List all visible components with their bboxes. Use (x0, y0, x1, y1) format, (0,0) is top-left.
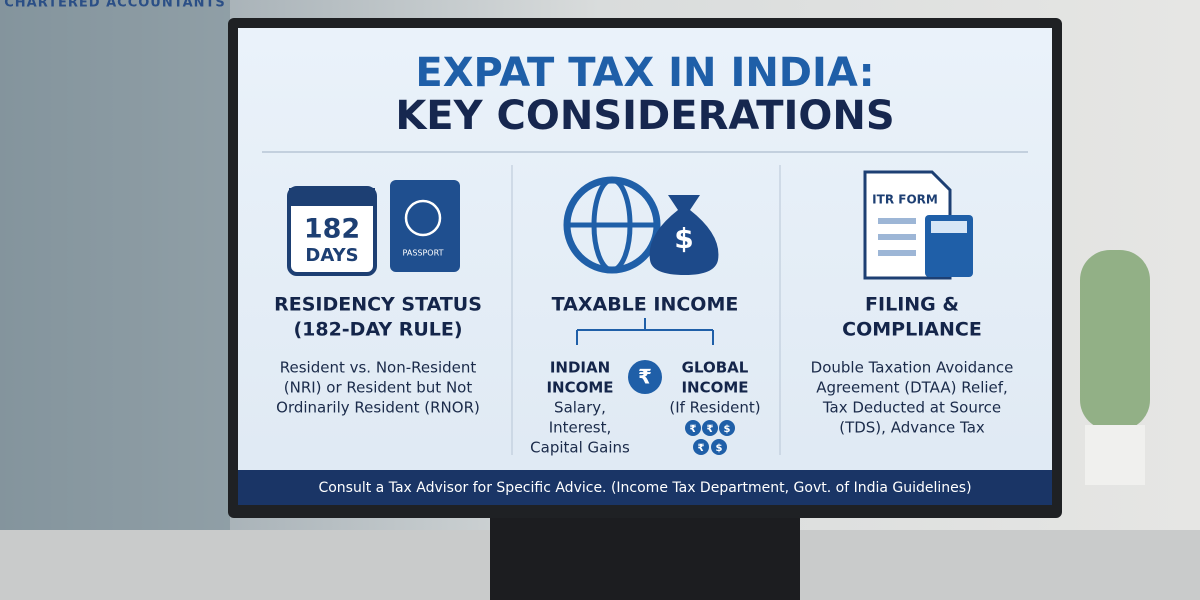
exchange-symbol: ₹ (638, 365, 652, 389)
coin-icon (719, 420, 735, 436)
coin-symbol: $ (724, 424, 731, 435)
branch-detail: Interest, (549, 419, 612, 437)
calendar-number: 182 (304, 214, 360, 245)
column-body: Ordinarily Resident (RNOR) (276, 399, 480, 417)
column-body: Double Taxation Avoidance (811, 359, 1014, 377)
column-body: Tax Deducted at Source (822, 399, 1001, 417)
column-body: (NRI) or Resident but Not (284, 379, 473, 397)
monitor-stand (490, 515, 800, 600)
coin-icon (702, 420, 718, 436)
coin-icon (685, 420, 701, 436)
branch-detail: Capital Gains (530, 439, 630, 457)
passport-globe (404, 199, 442, 237)
title-line: EXPAT TAX IN INDIA: (415, 50, 874, 96)
watermark: CHARTERED ACCOUNTANTS (4, 0, 226, 11)
calculator-display (931, 221, 967, 233)
coin-symbol: ₹ (690, 424, 697, 435)
branch-heading: INDIAN (550, 359, 610, 377)
footer-text: Consult a Tax Advisor for Specific Advic… (318, 480, 971, 496)
coin-symbol: ₹ (698, 443, 705, 454)
column-heading: COMPLIANCE (842, 319, 982, 341)
branch-detail: (If Resident) (669, 399, 760, 417)
branch-heading: INCOME (681, 379, 748, 397)
column-heading: TAXABLE INCOME (552, 294, 739, 316)
coin-symbol: $ (716, 443, 723, 454)
passport-label: PASSPORT (403, 249, 444, 258)
column-heading: RESIDENCY STATUS (274, 294, 482, 316)
dynamic-text: RESIDENCY STATUS (182-DAY RULE) Resident v… (274, 294, 1013, 457)
plant (1080, 250, 1150, 430)
column-body: Agreement (DTAA) Relief, (816, 379, 1008, 397)
column-body: Resident vs. Non-Resident (280, 359, 477, 377)
column-body: (TDS), Advance Tax (839, 419, 985, 437)
branch-heading: GLOBAL (682, 359, 749, 377)
branch-detail: Salary, (554, 399, 606, 417)
coin-icon (693, 439, 709, 455)
passport-icon (390, 180, 460, 272)
plant-pot (1085, 425, 1145, 485)
calendar-header (289, 188, 375, 206)
branch-heading: INCOME (546, 379, 613, 397)
money-bag-icon (649, 195, 719, 275)
form-line (878, 218, 916, 224)
coin-icon (711, 439, 727, 455)
column-heading: (182-DAY RULE) (293, 319, 462, 341)
glass-wall (0, 0, 230, 560)
exchange-icon (628, 360, 662, 394)
form-line (878, 234, 916, 240)
calendar-unit: DAYS (305, 245, 358, 266)
money-bag-symbol: $ (674, 222, 693, 255)
form-label: ITR FORM (872, 193, 938, 207)
column-heading: FILING & (865, 294, 959, 316)
form-line (878, 250, 916, 256)
footer-bar (238, 470, 1052, 505)
coin-symbol: ₹ (707, 424, 714, 435)
title-line: KEY CONSIDERATIONS (395, 93, 894, 139)
